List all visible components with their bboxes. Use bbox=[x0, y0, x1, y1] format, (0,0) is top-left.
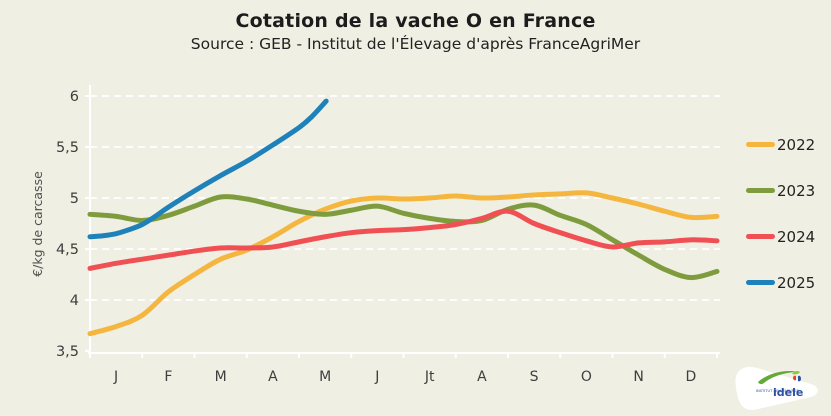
x-tick-label: N bbox=[633, 369, 643, 385]
legend-line-swatch-2024 bbox=[746, 234, 775, 239]
y-tick-label: 3,5 bbox=[56, 344, 79, 360]
legend-item-2023: 2023 bbox=[746, 181, 815, 200]
idele-logo: INSTITUT DE L'ÉLEVAGE idele bbox=[730, 360, 822, 412]
legend-item-2024: 2024 bbox=[746, 227, 815, 246]
y-tick-label: 6 bbox=[70, 89, 79, 105]
y-axis-title: €/kg de carcasse bbox=[30, 171, 45, 277]
x-tick-label: M bbox=[319, 369, 331, 385]
legend-label-2023: 2023 bbox=[777, 181, 816, 200]
x-tick-label: D bbox=[685, 369, 696, 385]
y-tick-label: 4,5 bbox=[56, 242, 79, 258]
chart-title: Cotation de la vache O en France bbox=[235, 10, 596, 32]
idele-logo-brand-text: idele bbox=[773, 386, 803, 399]
legend-line-swatch-2022 bbox=[746, 142, 775, 147]
x-tick-label: J bbox=[113, 369, 118, 385]
legend-label-2024: 2024 bbox=[777, 227, 816, 246]
x-tick-label: F bbox=[164, 369, 172, 385]
chart-header: Cotation de la vache O en France Source … bbox=[0, 0, 831, 53]
x-tick-label: A bbox=[477, 369, 487, 385]
series-line-2023 bbox=[87, 194, 720, 281]
x-tick-label: J bbox=[374, 369, 379, 385]
x-tick-label: S bbox=[530, 369, 539, 385]
x-tick-label: M bbox=[215, 369, 227, 385]
x-tick-label: O bbox=[581, 369, 592, 385]
x-tick-label: Jt bbox=[424, 369, 435, 385]
y-tick-label: 5,5 bbox=[56, 140, 79, 156]
y-tick-label: 5 bbox=[70, 191, 79, 207]
legend-line-swatch-2025 bbox=[746, 280, 775, 285]
series-line-2024 bbox=[87, 208, 720, 271]
legend-item-2025: 2025 bbox=[746, 273, 815, 292]
chart-subtitle: Source : GEB - Institut de l'Élevage d'a… bbox=[190, 35, 641, 53]
legend-label-2022: 2022 bbox=[777, 135, 816, 154]
legend-item-2022: 2022 bbox=[746, 135, 815, 154]
series-line-2025 bbox=[87, 98, 329, 240]
x-tick-label: A bbox=[268, 369, 278, 385]
legend-line-swatch-2023 bbox=[746, 188, 775, 193]
idele-logo-small-text: INSTITUT DE L'ÉLEVAGE bbox=[756, 388, 800, 393]
legend: 2022 2023 2024 2025 bbox=[746, 135, 815, 292]
idele-logo-graphic: INSTITUT DE L'ÉLEVAGE idele bbox=[735, 366, 818, 410]
series-line-2022 bbox=[87, 190, 720, 337]
legend-label-2025: 2025 bbox=[777, 273, 816, 292]
y-tick-label: 4 bbox=[70, 293, 79, 309]
